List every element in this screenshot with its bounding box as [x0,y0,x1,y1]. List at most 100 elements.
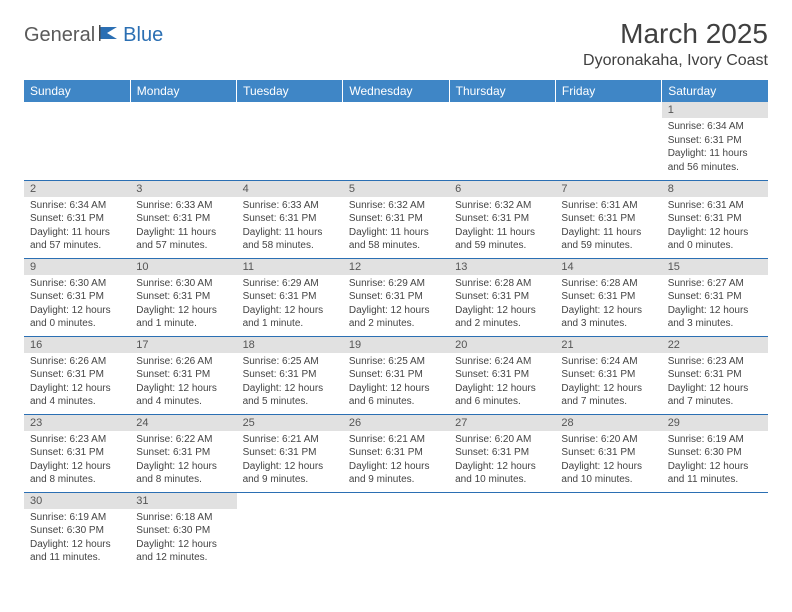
day-number: 22 [662,337,768,353]
day-number: 23 [24,415,130,431]
day-number: 21 [555,337,661,353]
calendar-cell: 16Sunrise: 6:26 AMSunset: 6:31 PMDayligh… [24,336,130,414]
sunset-text: Sunset: 6:30 PM [668,446,762,460]
sunrise-text: Sunrise: 6:25 AM [349,355,443,369]
daylight-text: Daylight: 12 hours and 5 minutes. [243,382,337,409]
location: Dyoronakaha, Ivory Coast [583,52,768,70]
calendar-week-row: 2Sunrise: 6:34 AMSunset: 6:31 PMDaylight… [24,180,768,258]
calendar-cell [24,102,130,180]
sunrise-text: Sunrise: 6:26 AM [136,355,230,369]
day-number: 7 [555,181,661,197]
sunrise-text: Sunrise: 6:25 AM [243,355,337,369]
sunrise-text: Sunrise: 6:18 AM [136,511,230,525]
day-details: Sunrise: 6:25 AMSunset: 6:31 PMDaylight:… [237,353,343,413]
calendar-cell [237,102,343,180]
sunset-text: Sunset: 6:31 PM [136,290,230,304]
daylight-text: Daylight: 12 hours and 6 minutes. [349,382,443,409]
sunset-text: Sunset: 6:30 PM [136,524,230,538]
sunrise-text: Sunrise: 6:32 AM [455,199,549,213]
day-details: Sunrise: 6:21 AMSunset: 6:31 PMDaylight:… [237,431,343,491]
day-details: Sunrise: 6:25 AMSunset: 6:31 PMDaylight:… [343,353,449,413]
day-number: 17 [130,337,236,353]
calendar-cell: 12Sunrise: 6:29 AMSunset: 6:31 PMDayligh… [343,258,449,336]
sunset-text: Sunset: 6:31 PM [668,212,762,226]
day-number: 27 [449,415,555,431]
flag-icon [99,25,121,44]
day-number: 13 [449,259,555,275]
day-details: Sunrise: 6:23 AMSunset: 6:31 PMDaylight:… [662,353,768,413]
sunrise-text: Sunrise: 6:28 AM [455,277,549,291]
calendar-cell: 3Sunrise: 6:33 AMSunset: 6:31 PMDaylight… [130,180,236,258]
sunset-text: Sunset: 6:31 PM [668,290,762,304]
day-details: Sunrise: 6:26 AMSunset: 6:31 PMDaylight:… [130,353,236,413]
sunrise-text: Sunrise: 6:31 AM [668,199,762,213]
day-details: Sunrise: 6:20 AMSunset: 6:31 PMDaylight:… [555,431,661,491]
day-number: 3 [130,181,236,197]
day-details: Sunrise: 6:29 AMSunset: 6:31 PMDaylight:… [343,275,449,335]
day-number: 29 [662,415,768,431]
weekday-header: Thursday [449,80,555,102]
calendar-cell: 14Sunrise: 6:28 AMSunset: 6:31 PMDayligh… [555,258,661,336]
day-number: 30 [24,493,130,509]
day-number: 4 [237,181,343,197]
sunrise-text: Sunrise: 6:19 AM [668,433,762,447]
day-number: 19 [343,337,449,353]
daylight-text: Daylight: 12 hours and 12 minutes. [136,538,230,565]
day-number: 26 [343,415,449,431]
sunrise-text: Sunrise: 6:20 AM [455,433,549,447]
sunset-text: Sunset: 6:31 PM [455,368,549,382]
calendar-week-row: 30Sunrise: 6:19 AMSunset: 6:30 PMDayligh… [24,492,768,570]
daylight-text: Daylight: 12 hours and 9 minutes. [243,460,337,487]
day-details: Sunrise: 6:27 AMSunset: 6:31 PMDaylight:… [662,275,768,335]
calendar-cell: 25Sunrise: 6:21 AMSunset: 6:31 PMDayligh… [237,414,343,492]
sunset-text: Sunset: 6:31 PM [30,212,124,226]
sunset-text: Sunset: 6:31 PM [455,212,549,226]
calendar-cell: 23Sunrise: 6:23 AMSunset: 6:31 PMDayligh… [24,414,130,492]
calendar-cell [555,492,661,570]
daylight-text: Daylight: 12 hours and 10 minutes. [455,460,549,487]
calendar-cell: 21Sunrise: 6:24 AMSunset: 6:31 PMDayligh… [555,336,661,414]
sunset-text: Sunset: 6:31 PM [455,290,549,304]
day-details: Sunrise: 6:28 AMSunset: 6:31 PMDaylight:… [555,275,661,335]
sunrise-text: Sunrise: 6:33 AM [243,199,337,213]
daylight-text: Daylight: 11 hours and 57 minutes. [136,226,230,253]
weekday-header: Friday [555,80,661,102]
day-details: Sunrise: 6:32 AMSunset: 6:31 PMDaylight:… [343,197,449,257]
calendar-week-row: 1Sunrise: 6:34 AMSunset: 6:31 PMDaylight… [24,102,768,180]
daylight-text: Daylight: 12 hours and 2 minutes. [349,304,443,331]
sunset-text: Sunset: 6:31 PM [349,212,443,226]
calendar-week-row: 9Sunrise: 6:30 AMSunset: 6:31 PMDaylight… [24,258,768,336]
sunrise-text: Sunrise: 6:27 AM [668,277,762,291]
sunset-text: Sunset: 6:31 PM [455,446,549,460]
daylight-text: Daylight: 12 hours and 4 minutes. [30,382,124,409]
sunset-text: Sunset: 6:31 PM [136,446,230,460]
daylight-text: Daylight: 12 hours and 3 minutes. [668,304,762,331]
daylight-text: Daylight: 12 hours and 3 minutes. [561,304,655,331]
sunset-text: Sunset: 6:31 PM [243,212,337,226]
day-number: 25 [237,415,343,431]
sunset-text: Sunset: 6:31 PM [561,446,655,460]
day-number: 18 [237,337,343,353]
sunset-text: Sunset: 6:31 PM [243,368,337,382]
sunset-text: Sunset: 6:31 PM [561,368,655,382]
sunrise-text: Sunrise: 6:34 AM [668,120,762,134]
day-number: 24 [130,415,236,431]
sunset-text: Sunset: 6:31 PM [349,446,443,460]
sunset-text: Sunset: 6:30 PM [30,524,124,538]
weekday-header: Monday [130,80,236,102]
calendar-week-row: 23Sunrise: 6:23 AMSunset: 6:31 PMDayligh… [24,414,768,492]
sunrise-text: Sunrise: 6:31 AM [561,199,655,213]
daylight-text: Daylight: 12 hours and 11 minutes. [30,538,124,565]
sunrise-text: Sunrise: 6:20 AM [561,433,655,447]
day-details: Sunrise: 6:32 AMSunset: 6:31 PMDaylight:… [449,197,555,257]
day-details: Sunrise: 6:24 AMSunset: 6:31 PMDaylight:… [449,353,555,413]
calendar-cell: 19Sunrise: 6:25 AMSunset: 6:31 PMDayligh… [343,336,449,414]
weekday-header: Wednesday [343,80,449,102]
calendar-cell: 24Sunrise: 6:22 AMSunset: 6:31 PMDayligh… [130,414,236,492]
calendar-cell: 27 Sunrise: 6:20 AMSunset: 6:31 PMDayligh… [449,414,555,492]
daylight-text: Daylight: 11 hours and 56 minutes. [668,147,762,174]
day-number: 6 [449,181,555,197]
weekday-header: Saturday [662,80,768,102]
sunset-text: Sunset: 6:31 PM [349,368,443,382]
sunset-text: Sunset: 6:31 PM [30,446,124,460]
